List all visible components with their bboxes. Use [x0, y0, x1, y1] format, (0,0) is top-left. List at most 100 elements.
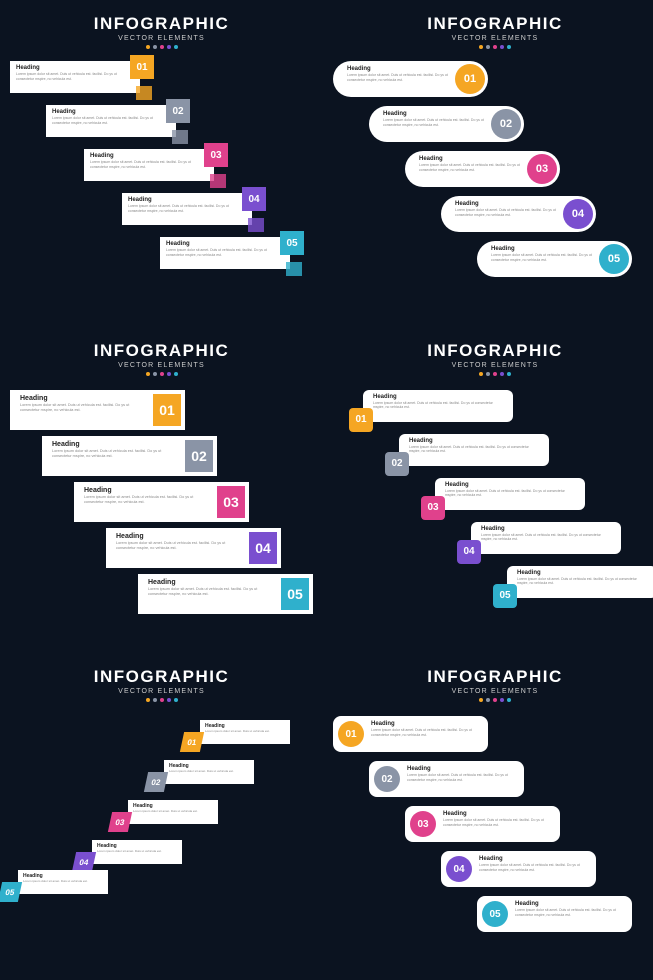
step-card: HeadingLorem ipsum dolor sit amet. Duis … [46, 105, 176, 137]
step-body: Lorem ipsum dolor sit amet. Duis ut vehi… [371, 728, 478, 737]
step-body: Lorem ipsum dolor sit amet. Duis ut vehi… [52, 449, 181, 459]
step-body: Lorem ipsum dolor sit amet. Duis ut vehi… [409, 445, 541, 454]
step-card: HeadingLorem ipsum dolor sit amet. Duis … [507, 566, 653, 598]
step-card: HeadingLorem ipsum dolor sit amet. Duis … [138, 574, 313, 614]
step-body: Lorem ipsum dolor sit amet. Duis ut vehi… [128, 204, 246, 213]
step-card: HeadingLorem ipsum dolor sit amet. Duis … [405, 151, 560, 187]
step-body: Lorem ipsum dolor sit amet. Duis ut vehi… [133, 810, 213, 814]
step-heading: Heading [409, 438, 541, 444]
step-heading: Heading [443, 811, 550, 817]
title-sub: VECTOR ELEMENTS [10, 362, 313, 369]
step-card: HeadingLorem ipsum dolor sit amet. Duis … [42, 436, 217, 476]
step-card: HeadingLorem ipsum dolor sit amet. Duis … [369, 106, 524, 142]
panel-3: INFOGRAPHIC VECTOR ELEMENTS HeadingLorem… [0, 327, 323, 654]
step-heading: Heading [373, 394, 505, 400]
title-block: INFOGRAPHIC VECTOR ELEMENTS [10, 667, 313, 702]
dot [500, 45, 504, 49]
step-number: 02 [144, 772, 168, 792]
step-card: HeadingLorem ipsum dolor sit amet. Duis … [92, 840, 182, 864]
dots-row [333, 698, 653, 702]
step-number: 04 [563, 199, 593, 229]
step-body: Lorem ipsum dolor sit amet. Duis ut vehi… [443, 818, 550, 827]
dot [146, 372, 150, 376]
step-card: HeadingLorem ipsum dolor sit amet. Duis … [477, 241, 632, 277]
dot [167, 45, 171, 49]
step-number: 01 [455, 64, 485, 94]
step-card: HeadingLorem ipsum dolor sit amet. Duis … [200, 720, 290, 744]
step-card: HeadingLorem ipsum dolor sit amet. Duis … [106, 528, 281, 568]
step-number: 03 [217, 486, 245, 518]
step-body: Lorem ipsum dolor sit amet. Duis ut vehi… [455, 208, 562, 217]
step-card: HeadingLorem ipsum dolor sit amet. Duis … [84, 149, 214, 181]
dot [167, 698, 171, 702]
step-card: HeadingLorem ipsum dolor sit amet. Duis … [18, 870, 108, 894]
step-card: HeadingLorem ipsum dolor sit amet. Duis … [477, 896, 632, 932]
dot [479, 372, 483, 376]
p4-list: HeadingLorem ipsum dolor sit amet. Duis … [333, 390, 653, 598]
dot [160, 45, 164, 49]
step-body: Lorem ipsum dolor sit amet. Duis ut vehi… [383, 118, 490, 127]
panel-6: INFOGRAPHIC VECTOR ELEMENTS HeadingLorem… [323, 653, 653, 980]
step-body: Lorem ipsum dolor sit amet. Duis ut vehi… [116, 541, 245, 551]
step-card: HeadingLorem ipsum dolor sit amet. Duis … [471, 522, 621, 554]
dot [153, 372, 157, 376]
dots-row [10, 45, 313, 49]
dot [174, 45, 178, 49]
panel-5: INFOGRAPHIC VECTOR ELEMENTS HeadingLorem… [0, 653, 323, 980]
title-block: INFOGRAPHIC VECTOR ELEMENTS [10, 14, 313, 49]
step-number: 04 [249, 532, 277, 564]
step-heading: Heading [419, 156, 526, 162]
ribbon-icon [286, 262, 302, 276]
step-number: 02 [166, 99, 190, 123]
step-heading: Heading [383, 111, 490, 117]
title-sub: VECTOR ELEMENTS [333, 35, 653, 42]
step-heading: Heading [52, 441, 181, 448]
step-card: HeadingLorem ipsum dolor sit amet. Duis … [164, 760, 254, 784]
step-body: Lorem ipsum dolor sit amet. Duis ut vehi… [373, 401, 505, 410]
step-body: Lorem ipsum dolor sit amet. Duis ut vehi… [479, 863, 586, 872]
step-card: HeadingLorem ipsum dolor sit amet. Duis … [10, 61, 140, 93]
dots-row [10, 698, 313, 702]
step-heading: Heading [128, 197, 246, 203]
step-heading: Heading [347, 66, 454, 72]
step-number: 03 [527, 154, 557, 184]
step-heading: Heading [84, 487, 213, 494]
step-body: Lorem ipsum dolor sit amet. Duis ut vehi… [52, 116, 170, 125]
dots-row [333, 372, 653, 376]
step-card: HeadingLorem ipsum dolor sit amet. Duis … [74, 482, 249, 522]
step-card: HeadingLorem ipsum dolor sit amet. Duis … [333, 61, 488, 97]
step-number: 01 [180, 732, 204, 752]
step-card: HeadingLorem ipsum dolor sit amet. Duis … [160, 237, 290, 269]
dots-row [10, 372, 313, 376]
title-main: INFOGRAPHIC [10, 667, 313, 687]
dot [507, 45, 511, 49]
title-block: INFOGRAPHIC VECTOR ELEMENTS [333, 14, 653, 49]
title-block: INFOGRAPHIC VECTOR ELEMENTS [333, 667, 653, 702]
step-body: Lorem ipsum dolor sit amet. Duis ut vehi… [481, 533, 613, 542]
step-body: Lorem ipsum dolor sit amet. Duis ut vehi… [166, 248, 284, 257]
step-card: HeadingLorem ipsum dolor sit amet. Duis … [128, 800, 218, 824]
panel-1: INFOGRAPHIC VECTOR ELEMENTS HeadingLorem… [0, 0, 323, 327]
dot [146, 698, 150, 702]
step-number: 02 [374, 766, 400, 792]
dot [479, 45, 483, 49]
dot [167, 372, 171, 376]
p6-list: HeadingLorem ipsum dolor sit amet. Duis … [333, 716, 653, 932]
step-card: HeadingLorem ipsum dolor sit amet. Duis … [435, 478, 585, 510]
step-number: 01 [349, 408, 373, 432]
title-sub: VECTOR ELEMENTS [10, 688, 313, 695]
dot [500, 372, 504, 376]
step-heading: Heading [517, 570, 649, 576]
p5-list: HeadingLorem ipsum dolor sit amet. Duis … [10, 720, 313, 950]
step-number: 01 [153, 394, 181, 426]
step-number: 02 [385, 452, 409, 476]
title-main: INFOGRAPHIC [333, 341, 653, 361]
step-number: 03 [108, 812, 132, 832]
dot [153, 45, 157, 49]
dot [486, 45, 490, 49]
dot [486, 698, 490, 702]
title-main: INFOGRAPHIC [10, 14, 313, 34]
step-body: Lorem ipsum dolor sit amet. Duis ut vehi… [16, 72, 134, 81]
dot [507, 372, 511, 376]
step-heading: Heading [445, 482, 577, 488]
